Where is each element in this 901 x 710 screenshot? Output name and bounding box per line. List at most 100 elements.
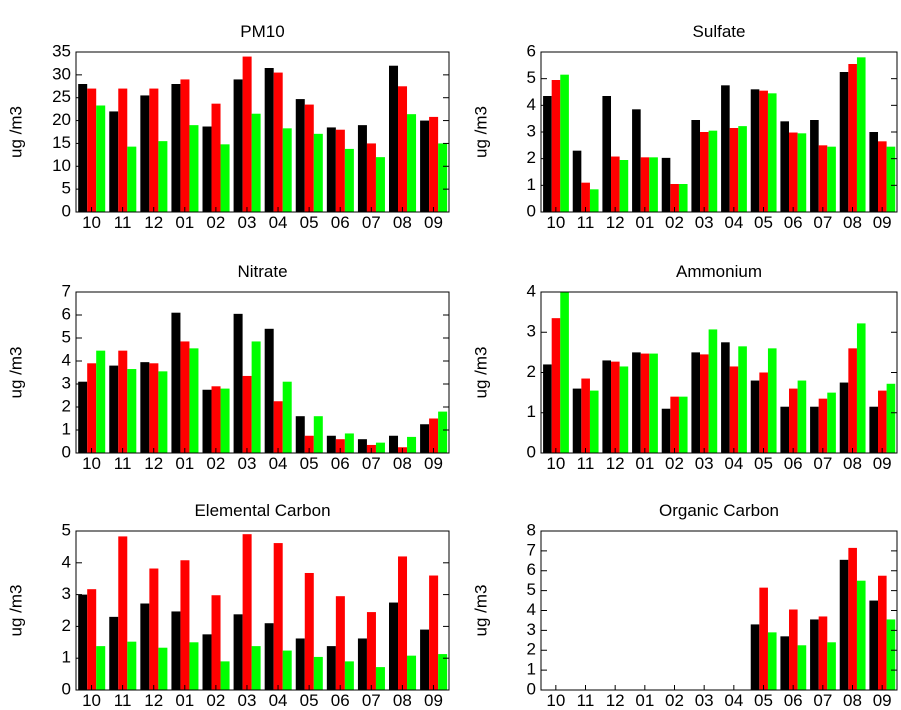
- x-tick-label: 04: [269, 454, 288, 473]
- bar-s2-12: [149, 568, 159, 690]
- bar-s3-10: [96, 350, 106, 453]
- bar-s1-07: [357, 439, 367, 453]
- bar-s3-05: [767, 348, 777, 453]
- y-tick-label: 1: [62, 648, 71, 667]
- bar-s1-08: [839, 72, 849, 212]
- x-tick-label: 04: [724, 213, 743, 232]
- y-tick-label: 0: [527, 442, 536, 461]
- bar-s1-07: [357, 125, 367, 212]
- x-tick-label: 03: [237, 691, 256, 710]
- bar-s2-11: [581, 182, 590, 212]
- x-tick-label: 07: [362, 213, 381, 232]
- x-tick-label: 10: [546, 691, 565, 710]
- y-tick-label: 1: [527, 402, 536, 421]
- x-tick-label: 11: [114, 454, 132, 473]
- x-tick-label: 08: [843, 213, 862, 232]
- bar-s1-10: [78, 594, 88, 690]
- bar-s1-10: [543, 364, 552, 453]
- bar-s3-10: [96, 105, 106, 212]
- y-axis-label: ug /m3: [6, 347, 25, 399]
- bar-s1-04: [264, 68, 274, 212]
- bar-s2-04: [729, 128, 739, 212]
- x-tick-label: 06: [784, 213, 803, 232]
- x-tick-label: 07: [362, 454, 381, 473]
- bar-s3-01: [649, 157, 658, 212]
- bar-s2-12: [149, 88, 159, 212]
- bar-s1-06: [780, 636, 790, 690]
- bar-s1-09: [420, 629, 430, 690]
- bar-s1-09: [869, 132, 879, 212]
- x-tick-label: 01: [175, 454, 194, 473]
- y-tick-label: 30: [52, 64, 71, 83]
- bar-s3-07: [827, 392, 836, 454]
- bar-s1-07: [810, 406, 819, 453]
- x-tick-label: 11: [577, 213, 595, 232]
- bar-s2-12: [611, 156, 620, 212]
- bar-s3-01: [189, 642, 199, 690]
- bar-s1-12: [140, 362, 150, 453]
- bar-s1-10: [78, 381, 88, 453]
- x-tick-label: 06: [784, 454, 803, 473]
- x-tick-label: 01: [175, 213, 194, 232]
- bar-s3-07: [375, 157, 385, 212]
- y-tick-label: 3: [527, 322, 536, 341]
- bar-s3-08: [856, 323, 866, 453]
- bar-s2-01: [640, 157, 650, 212]
- bar-s3-08: [407, 436, 417, 453]
- chart-title: Ammonium: [676, 262, 762, 281]
- bar-s2-10: [87, 589, 97, 690]
- bar-s2-07: [818, 616, 828, 690]
- bar-s2-02: [670, 396, 679, 453]
- x-tick-label: 04: [724, 691, 743, 710]
- x-tick-label: 08: [843, 691, 862, 710]
- bar-s2-04: [273, 72, 283, 212]
- bar-s1-09: [420, 424, 430, 453]
- bar-s2-02: [211, 386, 221, 453]
- bar-s2-02: [211, 103, 221, 212]
- x-tick-label: 03: [695, 691, 714, 710]
- bar-s2-07: [818, 398, 828, 453]
- bar-s3-09: [438, 654, 448, 690]
- bar-s3-09: [886, 619, 896, 690]
- bar-s3-10: [560, 74, 569, 212]
- bar-s3-04: [738, 126, 747, 212]
- bar-s2-12: [611, 361, 620, 453]
- x-tick-label: 04: [269, 213, 288, 232]
- x-tick-label: 02: [206, 691, 225, 710]
- bar-s1-05: [295, 638, 305, 690]
- bar-s1-11: [572, 150, 582, 212]
- x-tick-label: 07: [813, 691, 832, 710]
- bar-s1-06: [780, 406, 790, 453]
- y-tick-label: 25: [52, 87, 71, 106]
- y-tick-label: 2: [527, 148, 536, 167]
- x-tick-label: 05: [300, 691, 319, 710]
- x-tick-label: 08: [843, 454, 862, 473]
- bar-s2-03: [242, 534, 252, 690]
- bar-s2-05: [304, 104, 314, 212]
- bar-s1-09: [869, 406, 879, 453]
- y-tick-label: 5: [527, 68, 536, 87]
- bar-s1-12: [140, 603, 150, 690]
- y-tick-label: 3: [62, 373, 71, 392]
- bar-s1-07: [810, 619, 819, 690]
- bar-s3-02: [678, 396, 688, 453]
- y-tick-label: 5: [62, 327, 71, 346]
- bar-s3-07: [375, 667, 385, 690]
- x-tick-label: 10: [82, 213, 101, 232]
- bar-s1-03: [691, 120, 701, 212]
- bar-s1-02: [202, 389, 212, 453]
- x-tick-label: 10: [546, 454, 565, 473]
- x-tick-label: 09: [873, 691, 892, 710]
- x-tick-label: 04: [724, 454, 743, 473]
- x-tick-label: 02: [206, 454, 225, 473]
- bar-s3-11: [589, 390, 599, 453]
- bar-s2-05: [304, 572, 314, 690]
- bar-s2-09: [878, 390, 887, 453]
- bar-s1-07: [357, 638, 367, 690]
- bar-s3-12: [158, 371, 168, 453]
- bar-s1-07: [810, 120, 819, 212]
